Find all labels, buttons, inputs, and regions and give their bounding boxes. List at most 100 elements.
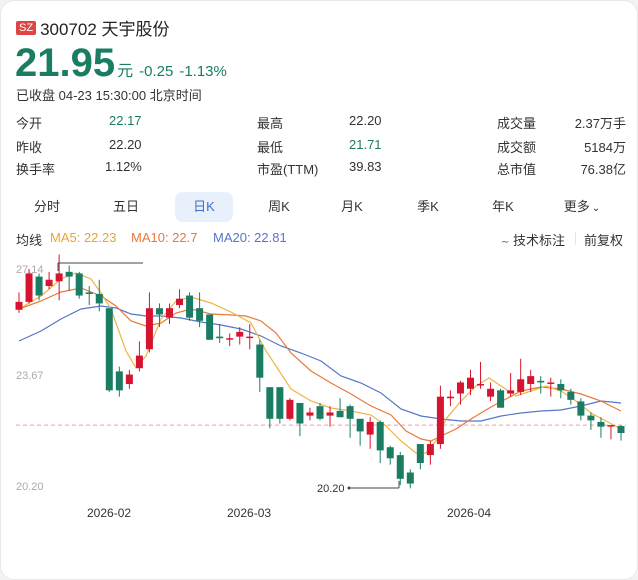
candle-body: [326, 412, 334, 416]
stat-label: 今开: [16, 116, 43, 131]
candle-body: [567, 391, 575, 400]
stat-label: 市盈(TTM): [257, 162, 319, 177]
candle-body: [266, 387, 274, 419]
candle-body: [517, 379, 525, 392]
stat-label: 成交额: [497, 140, 537, 155]
candle-body: [115, 371, 123, 391]
candle-body: [155, 308, 163, 315]
chevron-down-icon: ⌄: [591, 203, 601, 214]
candle-body: [196, 308, 204, 321]
candle-body: [426, 444, 434, 456]
candle-body: [446, 396, 454, 399]
period-tabs: 分时 五日 日K 周K 月K 季K 年K 更多 ⌄: [1, 192, 638, 222]
tab-monthly-k[interactable]: 月K: [341, 199, 363, 214]
candle-body: [95, 293, 103, 304]
divider: [575, 232, 576, 245]
candle-body: [246, 336, 254, 339]
candle-body: [286, 399, 294, 419]
stat-value: 2.37万手: [574, 116, 626, 131]
tab-more-label: 更多: [563, 199, 590, 214]
candle-body: [527, 376, 535, 385]
stat-label: 最高: [257, 116, 284, 131]
price-change: -0.25: [139, 63, 174, 80]
candle-body: [25, 273, 33, 302]
candle-body: [456, 382, 464, 394]
candle-body: [497, 390, 505, 408]
candle-body: [85, 292, 93, 294]
tab-yearly-k[interactable]: 年K: [492, 199, 514, 214]
y-axis-label: 23.67: [16, 370, 44, 382]
candle-body: [306, 412, 314, 416]
candle-body: [316, 406, 324, 419]
stat-value: 76.38亿: [580, 162, 626, 177]
candle-body: [537, 380, 545, 383]
stat-value: 22.20: [349, 113, 382, 128]
y-axis-label: 20.20: [16, 481, 44, 493]
candle-body: [176, 298, 184, 306]
candle-body: [35, 276, 43, 296]
candle-body: [276, 387, 284, 419]
candle-body: [206, 314, 214, 340]
x-axis-label: 2026-02: [87, 506, 131, 520]
stock-title-row: SZ 300702 天宇股份: [16, 15, 170, 40]
tab-intraday[interactable]: 分时: [33, 199, 60, 214]
x-axis-label: 2026-03: [227, 506, 271, 520]
stat-label: 换手率: [16, 162, 56, 177]
stock-title[interactable]: 300702 天宇股份: [40, 20, 170, 39]
tab-quarterly-k[interactable]: 季K: [417, 199, 439, 214]
candle-body: [577, 401, 585, 416]
price-row: 21.95 元 -0.25 -1.13%: [15, 41, 227, 86]
stat-label: 总市值: [497, 162, 537, 177]
tech-annotation-button[interactable]: ∼ 技术标注: [501, 230, 565, 249]
stats-row: 换手率 1.12% 市盈(TTM) 39.83 总市值 76.38亿: [16, 159, 626, 179]
tab-more[interactable]: 更多 ⌄: [553, 192, 611, 222]
candle-body: [587, 415, 595, 421]
candle-body: [75, 273, 83, 296]
candle-body: [166, 308, 173, 318]
market-status: 已收盘 04-23 15:30:00 北京时间: [16, 88, 202, 103]
candle-body: [226, 338, 234, 340]
stat-label: 成交量: [497, 116, 537, 131]
candle-body: [597, 421, 605, 427]
min-marker-dot: [347, 486, 351, 490]
tab-weekly-k[interactable]: 周K: [268, 199, 290, 214]
adjust-button[interactable]: 前复权: [584, 233, 624, 248]
candle-body: [105, 308, 113, 391]
candle-body: [236, 331, 244, 337]
stat-value: 5184万: [584, 140, 626, 155]
min-marker-label: 20.20: [317, 483, 345, 495]
ma10-line: [18, 287, 622, 442]
candle-body: [45, 279, 53, 287]
market-badge: SZ: [16, 20, 37, 35]
candle-body: [296, 402, 304, 424]
candle-body: [346, 406, 354, 419]
candle-body: [406, 472, 414, 484]
stat-value: 22.20: [109, 137, 142, 152]
ma-label: 均线: [16, 233, 43, 248]
stat-value: 21.71: [349, 137, 382, 152]
candlestick-chart[interactable]: 27.14 23.67 20.20 2026-02 2026-03 2026-04 20.2…: [1, 251, 638, 531]
candle-body: [145, 308, 153, 350]
candle-body: [256, 344, 264, 378]
candle-body: [617, 426, 625, 434]
ma10-value: MA10: 22.7: [131, 230, 198, 245]
tab-daily-k[interactable]: 日K: [175, 192, 233, 222]
current-price: 21.95: [15, 41, 116, 85]
y-axis-label: 27.14: [16, 264, 44, 276]
candle-body: [607, 425, 615, 427]
stat-value: 1.12%: [105, 159, 142, 174]
stat-label: 最低: [257, 140, 284, 155]
candle-body: [416, 444, 424, 464]
candle-body: [356, 418, 364, 432]
candle-body: [55, 273, 63, 282]
candle-body: [216, 336, 224, 339]
ma20-value: MA20: 22.81: [213, 230, 287, 245]
tab-five-day[interactable]: 五日: [112, 199, 139, 214]
stat-value: 39.83: [349, 159, 382, 174]
x-axis-label: 2026-04: [447, 506, 491, 520]
candle-body: [376, 421, 384, 451]
candle-body: [15, 301, 23, 310]
price-unit: 元: [117, 63, 134, 80]
candle-body: [477, 384, 485, 386]
